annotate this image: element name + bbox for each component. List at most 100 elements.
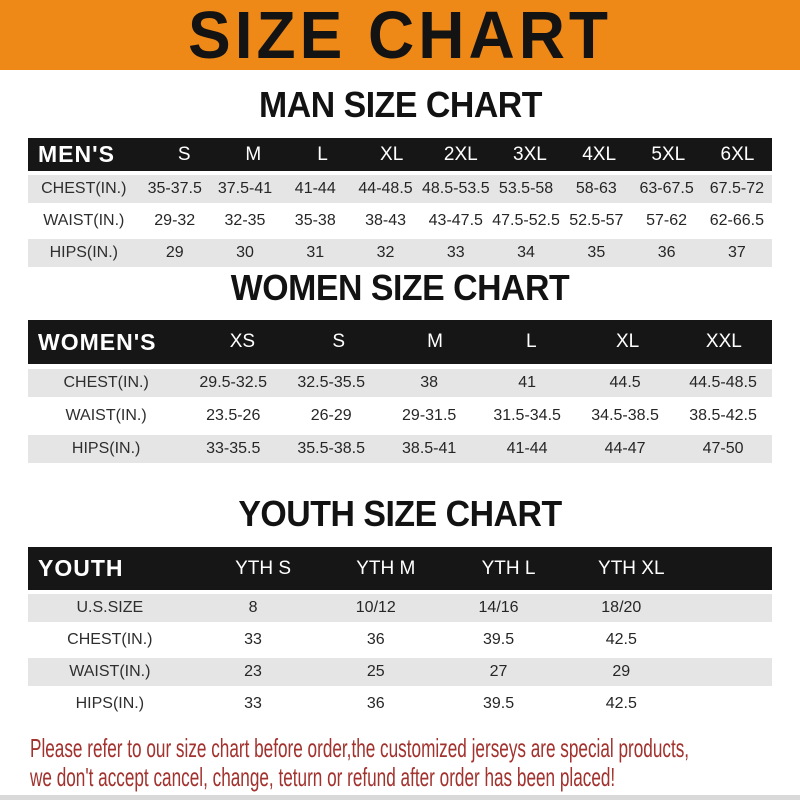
column-header: YTH S bbox=[235, 557, 292, 579]
section-heading-man-label: MAN SIZE CHART bbox=[258, 84, 542, 125]
table-cell: 29 bbox=[165, 244, 184, 261]
column-header: YTH XL bbox=[598, 557, 665, 579]
table-cell: 33 bbox=[244, 695, 262, 712]
table-row: HIPS(IN.) 33-35.5 35.5-38.5 38.5-41 41-44 44-… bbox=[28, 435, 772, 463]
table-cell: 37 bbox=[727, 244, 746, 261]
column-header: XS bbox=[229, 331, 256, 352]
column-header: XL bbox=[380, 143, 404, 165]
column-header: YTH M bbox=[356, 557, 416, 579]
table-cell: 36 bbox=[366, 695, 385, 712]
disclaimer-note: Please refer to our size chart before or… bbox=[30, 734, 800, 792]
table-row: HIPS(IN.) 29 30 31 32 33 34 35 36 37 bbox=[28, 239, 772, 267]
table-cell: 44-48.5 bbox=[358, 180, 413, 197]
table-cell: 38.5-41 bbox=[402, 440, 457, 457]
row-label: CHEST(IN.) bbox=[67, 631, 153, 648]
page-title: SIZE CHART bbox=[188, 0, 612, 73]
table-cell: 63-67.5 bbox=[639, 180, 694, 197]
table-cell: 35.5-38.5 bbox=[297, 440, 365, 457]
row-label: WAIST(IN.) bbox=[43, 212, 125, 229]
table-cell: 31.5-34.5 bbox=[493, 407, 561, 424]
table-cell: 52.5-57 bbox=[569, 212, 624, 229]
table-header-row: WOMEN'S XS S M L XL XXL bbox=[28, 320, 772, 364]
row-label: HIPS(IN.) bbox=[49, 244, 119, 261]
table-cell: 44.5-48.5 bbox=[689, 374, 757, 391]
table-row: U.S.SIZE 8 10/12 14/16 18/20 bbox=[28, 594, 772, 622]
table-cell: 41 bbox=[518, 374, 537, 391]
column-header: XL bbox=[615, 331, 640, 352]
table-cell: 31 bbox=[306, 244, 325, 261]
table-cell: 62-66.5 bbox=[709, 212, 764, 229]
table-cell: 25 bbox=[366, 663, 385, 680]
table-corner-label: WOMEN'S bbox=[38, 328, 157, 355]
table-cell: 48.5-53.5 bbox=[421, 180, 490, 197]
table-cell: 47.5-52.5 bbox=[492, 212, 560, 229]
table-header-row: MEN'S S M L XL 2XL 3XL 4XL 5XL 6XL bbox=[28, 138, 772, 171]
column-header: 6XL bbox=[720, 143, 755, 165]
table-cell: 38-43 bbox=[365, 212, 406, 229]
table-cell: 33 bbox=[244, 631, 262, 648]
row-label: WAIST(IN.) bbox=[65, 407, 147, 424]
youth-size-table: YOUTH YTH S YTH M YTH L YTH XL U.S.SIZE 8 10/12… bbox=[28, 547, 772, 718]
column-header: L bbox=[317, 143, 328, 165]
column-header: L bbox=[525, 331, 537, 352]
row-label: HIPS(IN.) bbox=[75, 695, 145, 712]
table-cell: 47-50 bbox=[702, 440, 744, 457]
section-heading-youth-label: YOUTH SIZE CHART bbox=[238, 493, 562, 534]
row-label: WAIST(IN.) bbox=[69, 663, 151, 680]
table-row: WAIST(IN.) 29-32 32-35 35-38 38-43 43-47.5 47.… bbox=[28, 207, 772, 235]
table-cell: 39.5 bbox=[482, 631, 515, 648]
table-cell: 32-35 bbox=[224, 212, 266, 229]
table-cell: 41-44 bbox=[506, 440, 548, 457]
row-label: CHEST(IN.) bbox=[63, 374, 149, 391]
table-cell: 41-44 bbox=[294, 180, 336, 197]
table-cell: 35-37.5 bbox=[147, 180, 202, 197]
column-header: 4XL bbox=[582, 143, 617, 165]
table-cell: 44.5 bbox=[609, 374, 641, 391]
table-cell: 53.5-58 bbox=[498, 180, 554, 197]
table-cell: 58-63 bbox=[575, 180, 617, 197]
column-header: S bbox=[332, 331, 346, 352]
column-header: XXL bbox=[705, 331, 742, 352]
table-cell: 44-47 bbox=[604, 440, 646, 457]
table-cell: 34.5-38.5 bbox=[591, 407, 659, 424]
table-cell: 30 bbox=[236, 244, 254, 261]
table-cell: 38 bbox=[420, 374, 439, 391]
section-heading-youth: YOUTH SIZE CHART bbox=[0, 495, 800, 532]
man-size-table: MEN'S S M L XL 2XL 3XL 4XL 5XL 6XL CHEST(IN.) 35-37… bbox=[28, 138, 772, 267]
title-banner: SIZE CHART bbox=[0, 0, 800, 73]
column-header: S bbox=[177, 143, 191, 165]
table-cell: 10/12 bbox=[355, 599, 396, 616]
table-header-row: YOUTH YTH S YTH M YTH L YTH XL bbox=[28, 547, 772, 590]
table-cell: 32.5-35.5 bbox=[297, 374, 365, 391]
table-cell: 32 bbox=[376, 244, 395, 261]
table-cell: 23.5-26 bbox=[206, 407, 261, 424]
table-cell: 35 bbox=[587, 244, 606, 261]
column-header: 2XL bbox=[443, 143, 478, 165]
disclaimer-line-1: Please refer to our size chart before or… bbox=[30, 733, 690, 763]
table-cell: 34 bbox=[517, 244, 535, 261]
disclaimer-line-2: we don't accept cancel, change, teturn o… bbox=[30, 762, 616, 792]
table-cell: 23 bbox=[244, 663, 262, 680]
column-header: M bbox=[427, 331, 443, 352]
table-cell: 57-62 bbox=[646, 212, 688, 229]
table-cell: 36 bbox=[657, 244, 676, 261]
table-row: WAIST(IN.) 23 25 27 29 bbox=[28, 658, 772, 686]
table-cell: 27 bbox=[489, 663, 508, 680]
column-header: 3XL bbox=[513, 143, 547, 165]
bottom-border bbox=[0, 795, 800, 800]
table-row: CHEST(IN.) 35-37.5 37.5-41 41-44 44-48.5 48.5… bbox=[28, 175, 772, 203]
table-corner-label: MEN'S bbox=[38, 141, 115, 167]
table-row: HIPS(IN.) 33 36 39.5 42.5 bbox=[28, 690, 772, 718]
table-cell: 35-38 bbox=[294, 212, 336, 229]
row-label: U.S.SIZE bbox=[76, 599, 144, 616]
table-cell: 8 bbox=[248, 599, 258, 616]
column-header: YTH L bbox=[481, 557, 536, 579]
section-heading-women: WOMEN SIZE CHART bbox=[0, 269, 800, 306]
table-cell: 42.5 bbox=[605, 631, 637, 648]
table-cell: 18/20 bbox=[601, 599, 642, 616]
row-label: HIPS(IN.) bbox=[71, 440, 141, 457]
table-cell: 29-31.5 bbox=[402, 407, 457, 424]
table-corner-label: YOUTH bbox=[38, 555, 124, 581]
table-row: CHEST(IN.) 33 36 39.5 42.5 bbox=[28, 626, 772, 654]
table-cell: 38.5-42.5 bbox=[689, 407, 757, 424]
